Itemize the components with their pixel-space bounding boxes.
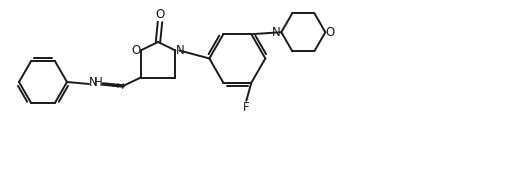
Text: N: N [89, 76, 98, 89]
Text: N: N [272, 26, 281, 39]
Text: O: O [131, 44, 140, 57]
Text: O: O [326, 26, 335, 39]
Text: H: H [93, 76, 102, 89]
Text: N: N [176, 44, 185, 57]
Text: F: F [243, 101, 250, 114]
Text: O: O [156, 8, 164, 21]
